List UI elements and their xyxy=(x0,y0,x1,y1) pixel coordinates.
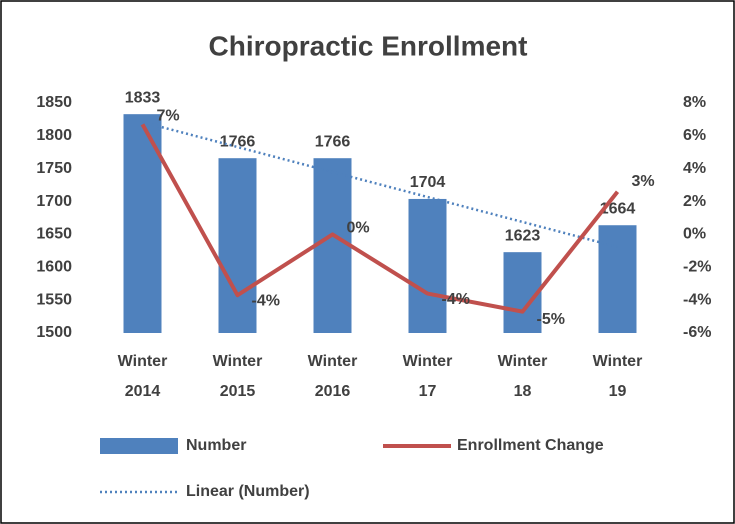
legend-label: Number xyxy=(186,437,246,454)
x-tick-label: Winter 2016 xyxy=(308,353,358,400)
x-tick-label: Winter 2014 xyxy=(118,353,168,400)
y2-tick-label: 4% xyxy=(683,160,706,177)
trendline xyxy=(142,120,618,249)
x-tick-label: Winter 19 xyxy=(593,353,643,400)
legend-swatch xyxy=(100,438,178,454)
y-tick-label: 1500 xyxy=(36,324,72,341)
legend-label: Enrollment Change xyxy=(457,437,604,454)
y-tick-label: 1700 xyxy=(36,193,72,210)
y2-tick-label: -6% xyxy=(683,324,711,341)
data-label: 3% xyxy=(632,173,655,190)
y2-tick-label: 0% xyxy=(683,226,706,243)
bar xyxy=(313,158,352,333)
data-label: 1766 xyxy=(315,133,351,150)
bar xyxy=(408,198,447,333)
y-tick-label: 1850 xyxy=(36,94,72,111)
data-label: 1833 xyxy=(125,89,161,106)
y2-tick-label: 2% xyxy=(683,193,706,210)
data-label: 1766 xyxy=(220,133,256,150)
data-label: -5% xyxy=(537,311,565,328)
y-tick-label: 1800 xyxy=(36,127,72,144)
y2-tick-label: -4% xyxy=(683,291,711,308)
data-label: 1704 xyxy=(410,174,446,191)
chart-title: Chiropractic Enrollment xyxy=(209,30,528,61)
data-label: -4% xyxy=(442,291,470,308)
y-tick-label: 1550 xyxy=(36,291,72,308)
y-tick-label: 1650 xyxy=(36,226,72,243)
data-label: 0% xyxy=(347,220,370,237)
data-label: -4% xyxy=(252,292,280,309)
bar xyxy=(218,158,257,333)
y-tick-label: 1600 xyxy=(36,259,72,276)
y-tick-label: 1750 xyxy=(36,160,72,177)
y2-tick-label: -2% xyxy=(683,259,711,276)
data-label: 1623 xyxy=(505,227,541,244)
legend-label: Linear (Number) xyxy=(186,483,310,500)
x-tick-label: Winter 2015 xyxy=(213,353,263,400)
data-label: 7% xyxy=(157,108,180,125)
x-tick-label: Winter 18 xyxy=(498,353,548,400)
y2-tick-label: 6% xyxy=(683,127,706,144)
line xyxy=(140,123,620,314)
bar xyxy=(598,225,637,333)
y2-tick-label: 8% xyxy=(683,94,706,111)
x-tick-label: Winter 17 xyxy=(403,353,453,400)
